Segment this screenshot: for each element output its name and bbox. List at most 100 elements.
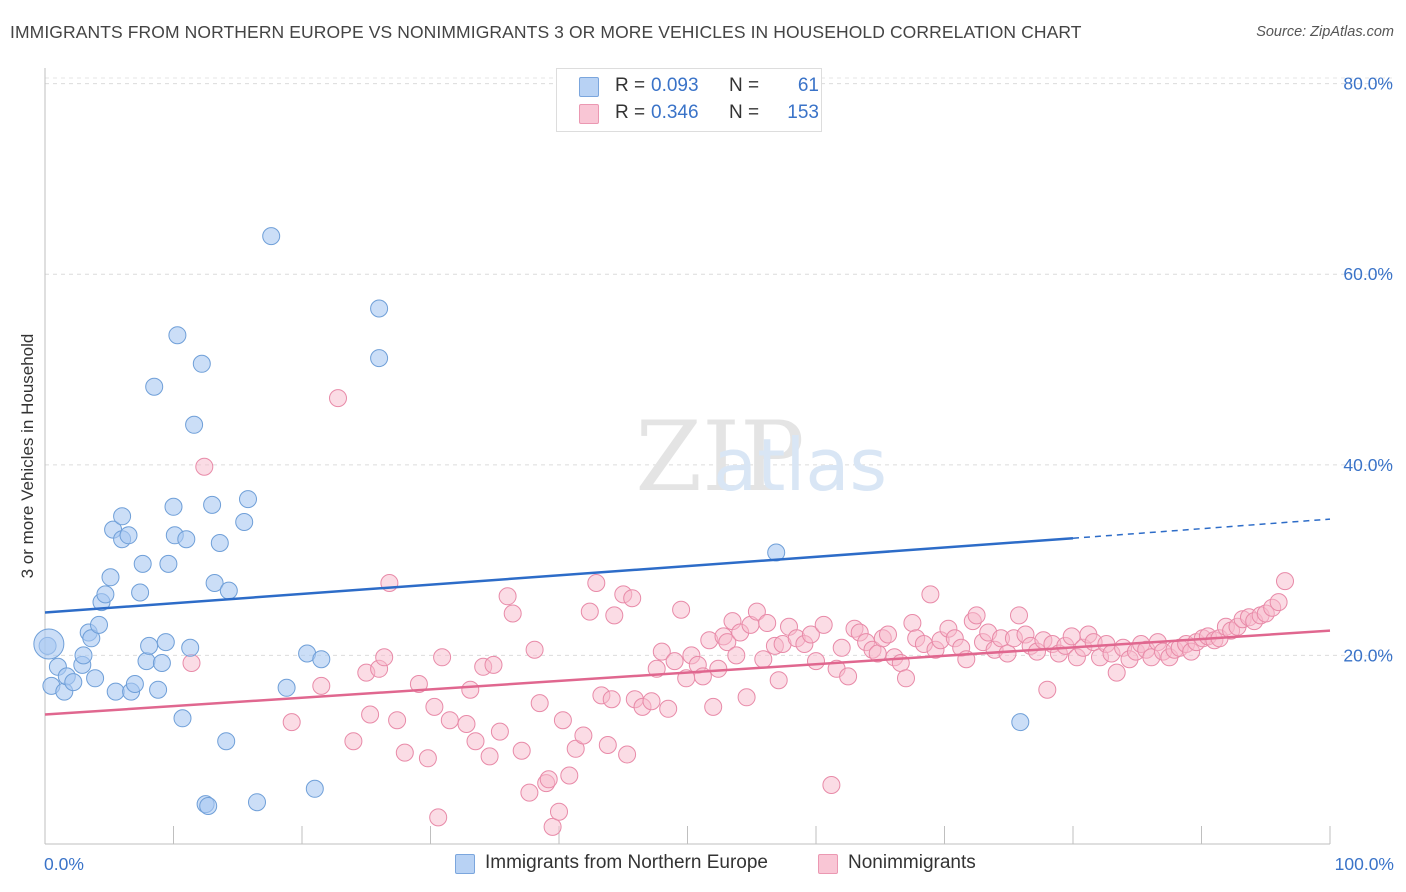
nonimmigrants-point	[553, 711, 572, 730]
legend-n-value: 61	[797, 75, 819, 96]
nonimmigrants-point	[605, 606, 624, 625]
nonimmigrants-point	[737, 688, 756, 707]
nonimmigrants-point	[822, 776, 841, 794]
nonimmigrants-point	[998, 644, 1017, 663]
nonimmigrants-point	[727, 646, 746, 665]
immigrants-point	[168, 326, 187, 345]
nonimmigrants-point	[539, 770, 558, 789]
legend-r-value: 0.093	[651, 75, 699, 96]
nonimmigrants-point	[704, 697, 723, 716]
nonimmigrants-point	[587, 574, 606, 592]
nonimmigrants-point	[530, 694, 549, 713]
immigrants-point	[82, 629, 101, 648]
nonimmigrants-point	[623, 589, 642, 608]
nonimmigrants-point	[329, 389, 347, 408]
nonimmigrants-point	[832, 638, 851, 657]
immigrants-point	[125, 675, 144, 693]
nonimmigrants-point	[512, 741, 531, 760]
legend-r-value: 0.346	[651, 102, 699, 123]
nonimmigrants-point	[195, 457, 214, 476]
y-tick-label: 20.0%	[1343, 645, 1393, 665]
nonimmigrants-point	[490, 722, 509, 741]
nonimmigrants-point	[409, 675, 428, 693]
nonimmigrants-point	[598, 736, 617, 754]
legend-r-label: R =	[615, 102, 646, 123]
nonimmigrants-point	[1276, 572, 1294, 591]
legend-swatch-immigrants	[579, 77, 599, 97]
immigrants-point	[219, 581, 238, 600]
immigrants-point	[767, 543, 786, 562]
immigrants-point	[113, 507, 132, 526]
immigrants-point	[235, 513, 254, 531]
immigrants-point	[181, 638, 200, 657]
nonimmigrants-point	[543, 817, 562, 836]
legend-n-label: N =	[729, 102, 760, 123]
nonimmigrants-point	[879, 625, 897, 644]
y-tick-label: 80.0%	[1343, 74, 1393, 94]
immigrants-point	[305, 779, 324, 798]
immigrants-point	[173, 709, 192, 728]
immigrants-point	[96, 585, 115, 604]
legend-swatch-nonimmigrants	[579, 104, 599, 124]
nonimmigrants-point	[807, 652, 825, 671]
nonimmigrants-point	[182, 654, 201, 672]
immigrants-point	[106, 682, 125, 701]
nonimmigrants-point	[574, 726, 593, 745]
immigrants-point	[159, 554, 178, 573]
immigrants-point	[145, 377, 164, 396]
nonimmigrants-point	[747, 602, 766, 621]
nonimmigrants-point	[395, 743, 414, 762]
nonimmigrants-point	[672, 600, 691, 619]
nonimmigrants-point	[1038, 680, 1057, 699]
nonimmigrants-point	[480, 747, 499, 766]
immigrants-point	[164, 497, 183, 516]
nonimmigrants-point	[814, 615, 833, 634]
nonimmigrants-point	[550, 802, 568, 821]
immigrants-point	[277, 678, 296, 697]
bottom-legend-swatch-immigrants	[455, 854, 475, 874]
correlation-legend: R = 0.093 N = 61 R = 0.346 N = 153	[556, 68, 822, 132]
nonimmigrants-point	[418, 749, 437, 768]
watermark-atlas: atlas	[713, 423, 887, 507]
nonimmigrants-point	[388, 711, 407, 730]
immigrants-point	[239, 490, 257, 509]
immigrants-point	[248, 793, 266, 812]
immigrants-point	[140, 636, 159, 655]
nonimmigrants-point	[1269, 593, 1288, 612]
immigrants-point	[185, 415, 204, 434]
immigrants-point	[199, 797, 218, 815]
immigrants-point	[217, 732, 236, 751]
immigrants-point	[203, 495, 222, 514]
nonimmigrants-point	[344, 732, 363, 751]
immigrants-point	[156, 633, 175, 652]
nonimmigrants-point	[897, 669, 915, 688]
nonimmigrants-point	[457, 715, 476, 733]
nonimmigrants-trend-line	[44, 629, 1331, 716]
nonimmigrants-point	[466, 732, 485, 751]
nonimmigrants-point	[1107, 663, 1126, 682]
immigrants-point	[101, 568, 120, 587]
nonimmigrants-point	[642, 692, 661, 711]
immigrants-trend-line	[44, 536, 1074, 614]
nonimmigrants-point	[525, 640, 544, 659]
nonimmigrants-point	[758, 614, 777, 632]
bottom-legend-swatch-nonimmigrants	[818, 854, 838, 874]
immigrants-point	[64, 673, 83, 692]
y-tick-labels: 20.0% 40.0% 60.0% 80.0%	[1343, 74, 1393, 666]
immigrants-point	[152, 654, 171, 672]
immigrants-point	[90, 615, 108, 634]
immigrants-point	[192, 354, 211, 373]
nonimmigrants-point	[461, 680, 480, 699]
nonimmigrants-point	[903, 614, 922, 632]
trend-lines	[44, 518, 1331, 716]
immigrants-point-large	[33, 628, 65, 660]
nonimmigrants-points	[182, 389, 1294, 836]
nonimmigrants-point	[484, 655, 503, 674]
immigrants-point	[262, 227, 281, 246]
nonimmigrants-point	[429, 808, 448, 827]
nonimmigrants-point	[282, 713, 301, 732]
immigrants-point	[1011, 713, 1030, 732]
immigrants-point	[74, 646, 93, 665]
nonimmigrants-point	[498, 587, 517, 606]
